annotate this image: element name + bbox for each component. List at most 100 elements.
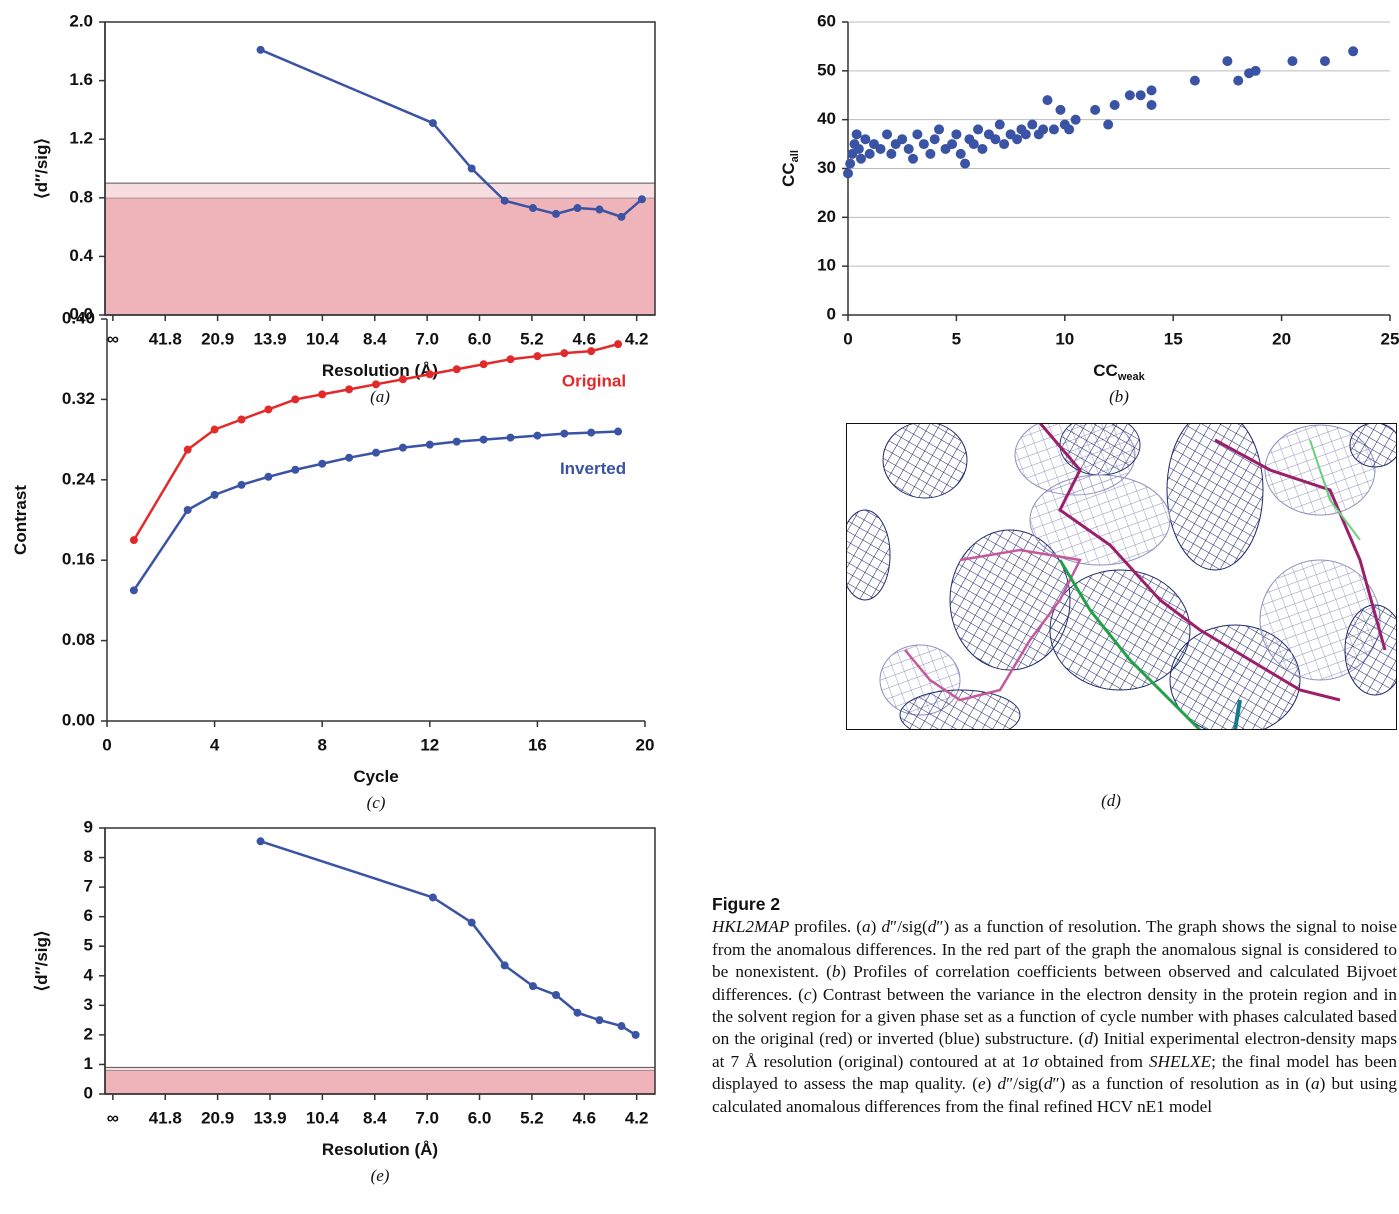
scatter-point: [990, 134, 1001, 145]
chart: 0.00 0.08 0.16 0.24 0.32 0.40 0 4 8 12 16 20 Contras…: [11, 308, 654, 811]
x-tick-label: 41.8: [149, 1108, 182, 1127]
x-tick-label: 5: [952, 329, 961, 348]
x-axis-label-sub: weak: [1117, 371, 1146, 383]
scatter-point: [1222, 56, 1233, 67]
data-point: [595, 1016, 604, 1025]
scatter-point: [951, 129, 962, 140]
y-tick-label: 0.16: [62, 550, 95, 569]
caption-text: e: [977, 1074, 986, 1094]
caption-text: ″/sig(: [1006, 1074, 1044, 1094]
data-point: [129, 536, 138, 545]
y-tick-label: 1.2: [69, 129, 93, 148]
data-point: [479, 435, 488, 444]
y-axis-label-text: Contrast: [11, 485, 30, 555]
scatter-point: [1027, 119, 1038, 130]
scatter-point: [853, 143, 864, 154]
y-axis-label: CCall: [779, 150, 800, 187]
y-tick-label: 0.8: [69, 187, 93, 206]
data-point: [291, 395, 300, 404]
scatter-point: [929, 134, 940, 145]
data-point: [560, 429, 569, 438]
scatter-point: [1055, 104, 1066, 115]
scatter-point: [1048, 124, 1059, 135]
y-tick-label: 20: [817, 207, 836, 226]
x-axis-label-text: CC: [1093, 361, 1118, 380]
x-tick-label: 6.0: [468, 1108, 492, 1127]
scatter-point: [1189, 75, 1200, 86]
data-point: [587, 347, 596, 356]
scatter-point: [1135, 90, 1146, 101]
caption-text: ) Profiles of correlation coefficients b…: [712, 962, 1398, 1004]
scatter-point: [973, 124, 984, 135]
x-axis-label-text: Cycle: [353, 767, 398, 786]
x-tick-label: 13.9: [253, 1108, 286, 1127]
scatter-point: [875, 143, 886, 154]
y-tick-label: 8: [84, 847, 93, 866]
data-point: [425, 370, 434, 379]
shaded-band: [105, 1067, 655, 1071]
data-point: [210, 425, 219, 434]
data-point: [552, 209, 560, 218]
data-point: [398, 443, 407, 452]
scatter-point: [856, 153, 867, 164]
y-tick-label: 7: [84, 877, 93, 896]
caption-text: ): [870, 917, 882, 937]
caption-text: b: [831, 962, 841, 982]
series-label: Original: [562, 372, 626, 391]
y-axis-label: Contrast: [11, 485, 30, 555]
data-point: [528, 204, 537, 213]
data-point: [452, 365, 461, 374]
caption-text: d: [927, 917, 937, 937]
data-point: [617, 212, 626, 221]
scatter-point: [845, 158, 856, 169]
panel-label: (d): [1101, 791, 1121, 810]
panel-label: (c): [367, 793, 386, 812]
series-line: [132, 430, 619, 592]
caption-text: ) Initial experimental electron-density …: [712, 1029, 1397, 1071]
x-tick-label: 0: [102, 735, 111, 754]
data-point: [237, 415, 246, 424]
data-point: [183, 445, 192, 454]
y-axis-label-sub: all: [789, 150, 801, 162]
panel-label: (b): [1109, 387, 1129, 406]
x-axis-label: CCweak: [1093, 361, 1145, 382]
scatter-point: [882, 129, 893, 140]
plot-frame: [104, 827, 656, 1095]
scatter-point: [1020, 129, 1031, 140]
caption-text: obtained from: [1038, 1051, 1150, 1071]
scatter-point: [1038, 124, 1049, 135]
y-axis-label-text: ⟨d″/sig⟩: [32, 930, 51, 991]
data-point: [428, 119, 437, 128]
x-tick-label: 6.0: [468, 329, 492, 348]
data-point: [129, 586, 138, 595]
scatter-point: [994, 119, 1005, 130]
data-point: [428, 893, 437, 902]
data-point: [318, 459, 327, 468]
data-point: [533, 431, 542, 440]
caption-title: Figure 2: [712, 894, 781, 914]
series-line: [260, 840, 637, 1036]
x-axis-label-text: Resolution (Å): [322, 361, 438, 380]
x-tick-label: 16: [528, 735, 547, 754]
x-tick-label: ∞: [107, 329, 119, 348]
data-point: [372, 448, 380, 457]
scatter-point: [864, 148, 875, 159]
y-tick-label: 0.40: [62, 308, 95, 327]
series-label: Inverted: [560, 459, 626, 478]
y-tick-label: 0.00: [62, 710, 95, 729]
y-axis-label-text: CC: [779, 162, 798, 187]
x-tick-label: 4: [210, 735, 220, 754]
caption-text: ) but using calculated anomalous differe…: [712, 1074, 1397, 1116]
scatter-point: [960, 158, 971, 169]
x-tick-label: ∞: [107, 1108, 119, 1127]
x-tick-label: 10.4: [306, 329, 340, 348]
x-tick-label: 20: [1272, 329, 1291, 348]
series-line: [132, 342, 619, 541]
scatter-point: [1109, 100, 1120, 111]
data-point: [264, 405, 273, 414]
data-point: [587, 428, 596, 437]
scatter-point: [843, 168, 853, 179]
scatter-point: [912, 129, 923, 140]
